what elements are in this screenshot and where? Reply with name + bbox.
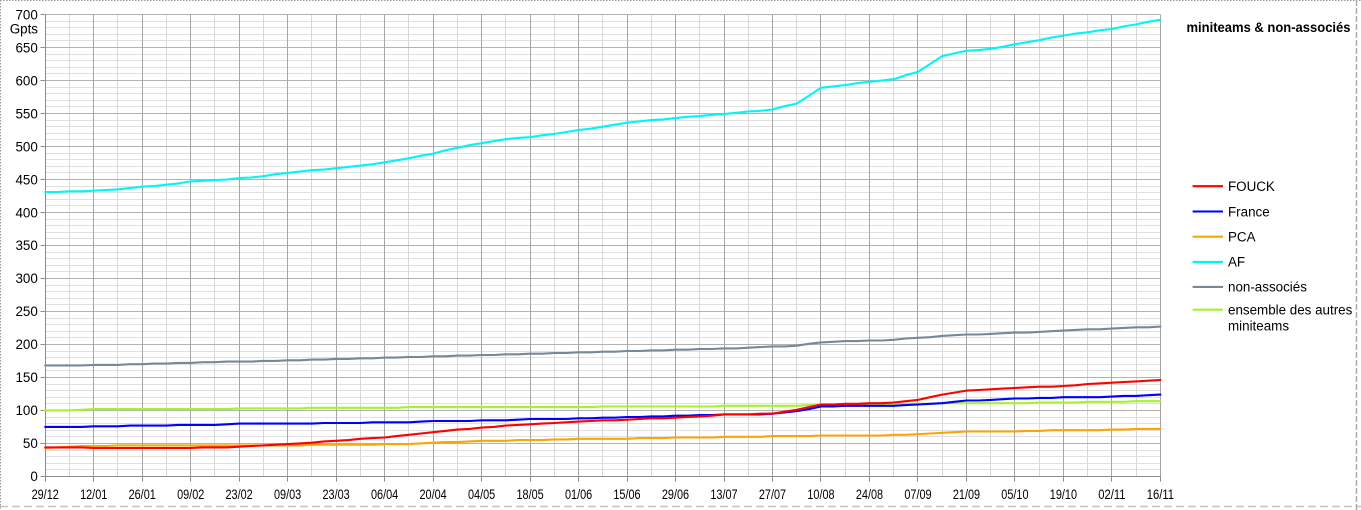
svg-text:550: 550 [15,106,37,121]
svg-text:19/10: 19/10 [1050,487,1077,502]
svg-text:ensemble des autres: ensemble des autres [1228,303,1353,318]
svg-text:200: 200 [15,337,37,352]
svg-text:07/09: 07/09 [904,487,931,502]
svg-text:29/06: 29/06 [662,487,689,502]
svg-text:non-associés: non-associés [1228,280,1307,295]
svg-text:0: 0 [30,469,37,484]
svg-text:Gpts: Gpts [10,21,39,36]
svg-text:10/08: 10/08 [807,487,834,502]
svg-text:21/09: 21/09 [953,487,980,502]
svg-text:29/12: 29/12 [32,487,59,502]
svg-text:05/10: 05/10 [1001,487,1028,502]
svg-text:600: 600 [15,73,37,88]
svg-text:15/06: 15/06 [613,487,640,502]
svg-text:27/07: 27/07 [759,487,786,502]
svg-text:26/01: 26/01 [129,487,156,502]
svg-text:miniteams & non-associés: miniteams & non-associés [1187,20,1351,35]
svg-text:06/04: 06/04 [371,487,399,502]
svg-text:04/05: 04/05 [468,487,495,502]
svg-text:12/01: 12/01 [80,487,107,502]
svg-text:PCA: PCA [1228,230,1256,245]
svg-text:24/08: 24/08 [856,487,883,502]
svg-text:700: 700 [15,7,37,22]
svg-text:13/07: 13/07 [710,487,737,502]
svg-text:23/02: 23/02 [226,487,253,502]
svg-text:18/05: 18/05 [517,487,544,502]
svg-text:350: 350 [15,238,37,253]
svg-text:09/03: 09/03 [274,487,301,502]
svg-text:miniteams: miniteams [1228,319,1289,334]
svg-text:France: France [1228,204,1270,219]
svg-text:AF: AF [1228,255,1245,270]
svg-text:150: 150 [15,370,37,385]
svg-text:450: 450 [15,172,37,187]
svg-text:23/03: 23/03 [323,487,350,502]
svg-text:01/06: 01/06 [565,487,592,502]
svg-text:300: 300 [15,271,37,286]
svg-text:100: 100 [15,403,37,418]
svg-text:20/04: 20/04 [420,487,448,502]
svg-text:250: 250 [15,304,37,319]
svg-text:400: 400 [15,205,37,220]
svg-text:500: 500 [15,139,37,154]
svg-text:650: 650 [15,40,37,55]
svg-text:50: 50 [23,436,38,451]
svg-text:16/11: 16/11 [1147,487,1174,502]
svg-text:09/02: 09/02 [177,487,204,502]
svg-text:FOUCK: FOUCK [1228,179,1275,194]
svg-text:02/11: 02/11 [1098,487,1125,502]
